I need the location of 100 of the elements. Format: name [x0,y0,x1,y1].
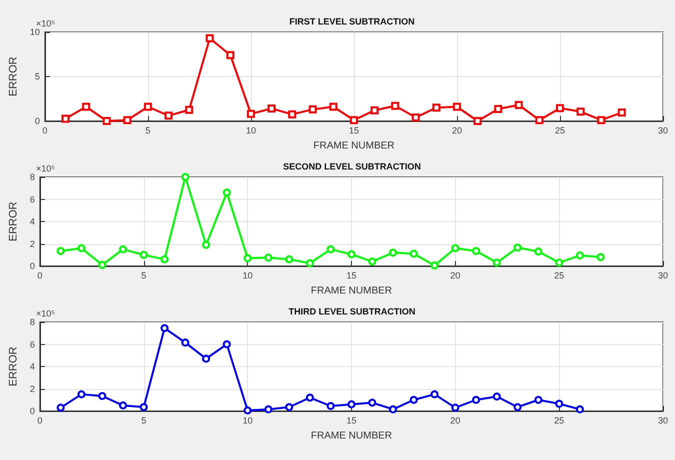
x-tick-label: 20 [450,270,460,280]
x-tick-label: 5 [141,270,146,280]
x-tick-label: 15 [346,270,356,280]
x-tick-label: 25 [554,270,564,280]
point [534,396,542,404]
point [98,260,106,269]
point [206,34,214,42]
text: ×10⁵ [36,164,56,174]
point [452,102,461,111]
point [82,102,90,111]
point [368,398,376,407]
point [306,259,314,268]
point [370,106,379,114]
point [430,261,439,270]
point [618,108,626,117]
point [534,248,542,256]
point [347,400,356,408]
x-axis-title: FRAME NUMBER [310,286,392,296]
x-tick-label: 30 [658,416,668,426]
point [389,405,397,414]
point [77,244,86,252]
y-tick-label: 2 [30,238,35,249]
point [62,114,70,123]
point [576,108,585,116]
point [350,116,358,124]
point [514,244,522,252]
x-tick-label: 25 [554,416,564,426]
point [56,246,65,255]
x-tick-label: 25 [554,126,565,136]
point [391,102,400,110]
point [492,258,501,267]
point [288,110,296,118]
chart-title: SECOND LEVEL SUBTRACTION [283,162,421,172]
point [514,100,523,109]
point [102,117,111,125]
y-axis-title: ERROR [8,56,20,96]
y-tick-label: 5 [34,72,40,82]
point [492,392,501,401]
point [222,340,231,348]
point [264,254,272,262]
y-tick-label: 4 [30,216,35,226]
x-tick-label: 10 [246,126,256,136]
point [474,117,482,125]
chart-title: THIRD LEVEL SUBTRACTION [288,306,416,316]
point [98,392,106,400]
point [576,251,584,260]
point [226,51,234,60]
point [246,110,255,118]
x-tick-label: 0 [42,126,48,136]
point [244,254,252,262]
point [535,116,544,124]
point [472,246,480,255]
point [576,405,584,414]
point [555,400,564,408]
y-axis-title: ERROR [8,346,20,386]
point [264,405,272,414]
y-tick-label: 8 [30,317,35,327]
point [514,403,522,412]
y-tick-label: 10 [30,27,40,37]
point [140,250,148,259]
x-tick-label: 20 [450,416,460,426]
point [556,104,564,112]
point [118,401,127,410]
point [77,390,86,398]
point [326,245,335,254]
y-tick-label: 6 [30,339,35,350]
point [308,105,317,114]
y-tick-label: 0 [34,116,40,126]
x-axis-title: FRAME NUMBER [310,430,392,442]
point [329,102,338,111]
point [222,188,231,197]
y-tick-label: 4 [30,362,35,372]
point [185,106,194,114]
point [244,406,252,414]
point [144,102,152,111]
y-tick-label: 0 [30,406,35,416]
y-tick-label: 0 [30,261,35,271]
point [597,116,606,124]
x-tick-label: 30 [658,270,668,280]
x-tick-label: 30 [658,126,668,136]
point [306,394,314,402]
point [432,104,440,112]
point [368,258,376,266]
y-tick-label: 8 [30,172,35,182]
y-tick-label: 6 [30,194,35,204]
point [347,250,356,258]
point [164,112,173,120]
point [202,354,210,363]
point [410,396,418,404]
point [285,255,294,264]
point [268,104,276,113]
x-tick-label: 10 [242,270,253,280]
x-tick-label: 5 [141,416,146,426]
point [596,253,605,262]
x-tick-label: 20 [452,126,462,136]
point [181,173,190,181]
point [430,390,439,398]
x-tick-label: 10 [242,416,253,426]
y-tick-label: 2 [30,384,35,394]
point [181,338,190,347]
